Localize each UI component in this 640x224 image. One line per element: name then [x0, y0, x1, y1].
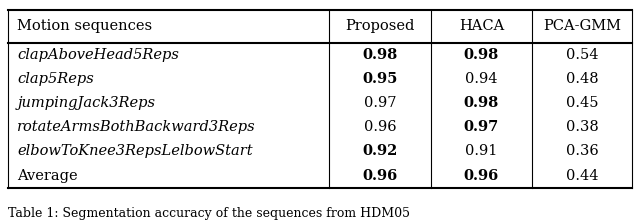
Text: 0.96: 0.96: [363, 169, 398, 183]
Text: Proposed: Proposed: [346, 19, 415, 33]
Text: PCA-GMM: PCA-GMM: [543, 19, 621, 33]
Text: 0.97: 0.97: [364, 96, 397, 110]
Text: rotateArmsBothBackward3Reps: rotateArmsBothBackward3Reps: [17, 120, 256, 134]
Text: 0.54: 0.54: [566, 48, 598, 62]
Text: 0.91: 0.91: [465, 144, 498, 158]
Text: 0.92: 0.92: [363, 144, 398, 158]
Text: 0.48: 0.48: [566, 72, 598, 86]
Text: 0.36: 0.36: [566, 144, 598, 158]
Text: 0.95: 0.95: [363, 72, 398, 86]
Text: 0.97: 0.97: [464, 120, 499, 134]
Text: jumpingJack3Reps: jumpingJack3Reps: [17, 96, 156, 110]
Text: Motion sequences: Motion sequences: [17, 19, 152, 33]
Text: 0.94: 0.94: [465, 72, 498, 86]
Text: 0.44: 0.44: [566, 169, 598, 183]
Text: 0.38: 0.38: [566, 120, 598, 134]
Text: 0.96: 0.96: [464, 169, 499, 183]
Text: 0.98: 0.98: [464, 48, 499, 62]
Text: clap5Reps: clap5Reps: [17, 72, 94, 86]
Text: 0.45: 0.45: [566, 96, 598, 110]
Text: 0.96: 0.96: [364, 120, 397, 134]
Text: 0.98: 0.98: [464, 96, 499, 110]
Text: HACA: HACA: [459, 19, 504, 33]
Text: Average: Average: [17, 169, 78, 183]
Text: elbowToKnee3RepsLelbowStart: elbowToKnee3RepsLelbowStart: [17, 144, 253, 158]
Text: Table 1: Segmentation accuracy of the sequences from HDM05: Table 1: Segmentation accuracy of the se…: [8, 207, 410, 220]
Text: clapAboveHead5Reps: clapAboveHead5Reps: [17, 48, 179, 62]
Text: 0.98: 0.98: [363, 48, 398, 62]
